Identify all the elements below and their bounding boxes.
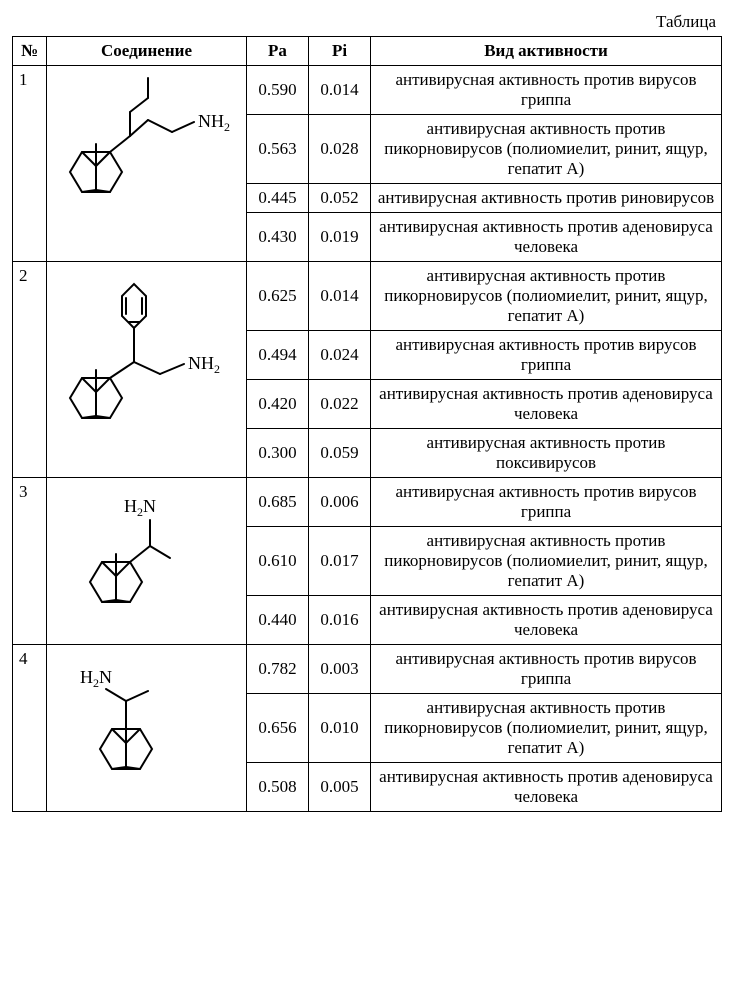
cell-num: 2 [13, 262, 47, 478]
col-pa: Pa [247, 37, 309, 66]
cell-act: антивирусная активность против вирусов г… [371, 66, 722, 115]
cell-pa: 0.610 [247, 527, 309, 596]
svg-text:NH2: NH2 [198, 111, 230, 134]
cell-pa: 0.563 [247, 115, 309, 184]
cell-act: антивирусная активность против пикорнови… [371, 694, 722, 763]
table-caption: Таблица [12, 12, 722, 36]
table-row: 4 [13, 645, 722, 694]
col-pi: Pi [309, 37, 371, 66]
cell-pa: 0.430 [247, 213, 309, 262]
cell-pi: 0.052 [309, 184, 371, 213]
cell-act: антивирусная активность против аденовиру… [371, 763, 722, 812]
cell-pa: 0.656 [247, 694, 309, 763]
cell-pi: 0.006 [309, 478, 371, 527]
cell-pi: 0.005 [309, 763, 371, 812]
cell-act: антивирусная активность против вирусов г… [371, 478, 722, 527]
cell-pi: 0.022 [309, 380, 371, 429]
cell-act: антивирусная активность против поксивиру… [371, 429, 722, 478]
cell-structure: H2N [47, 478, 247, 645]
cell-pi: 0.014 [309, 66, 371, 115]
cell-pi: 0.014 [309, 262, 371, 331]
structure-2-svg: NH2 [52, 268, 242, 438]
svg-text:NH2: NH2 [188, 353, 220, 376]
table-header-row: № Соединение Pa Pi Вид активности [13, 37, 722, 66]
cell-pa: 0.494 [247, 331, 309, 380]
cell-num: 4 [13, 645, 47, 812]
cell-pi: 0.016 [309, 596, 371, 645]
col-num: № [13, 37, 47, 66]
cell-pi: 0.019 [309, 213, 371, 262]
cell-pa: 0.300 [247, 429, 309, 478]
cell-pi: 0.010 [309, 694, 371, 763]
svg-text:H2N: H2N [80, 667, 112, 690]
cell-act: антивирусная активность против пикорнови… [371, 527, 722, 596]
cell-structure: H2N [47, 645, 247, 812]
table-row: 2 [13, 262, 722, 331]
cell-act: антивирусная активность против вирусов г… [371, 645, 722, 694]
cell-act: антивирусная активность против риновирус… [371, 184, 722, 213]
cell-pi: 0.028 [309, 115, 371, 184]
activity-table: № Соединение Pa Pi Вид активности 1 [12, 36, 722, 812]
structure-3-svg: H2N [62, 484, 232, 614]
cell-structure: NH2 [47, 262, 247, 478]
cell-pa: 0.685 [247, 478, 309, 527]
cell-pa: 0.420 [247, 380, 309, 429]
cell-num: 1 [13, 66, 47, 262]
cell-pa: 0.625 [247, 262, 309, 331]
structure-1-svg: NH2 [52, 72, 242, 222]
col-activity: Вид активности [371, 37, 722, 66]
svg-text:H2N: H2N [124, 496, 156, 519]
cell-structure: NH2 [47, 66, 247, 262]
cell-act: антивирусная активность против пикорнови… [371, 262, 722, 331]
cell-pa: 0.508 [247, 763, 309, 812]
cell-act: антивирусная активность против вирусов г… [371, 331, 722, 380]
cell-pi: 0.024 [309, 331, 371, 380]
table-row: 1 [13, 66, 722, 115]
cell-num: 3 [13, 478, 47, 645]
table-row: 3 [13, 478, 722, 527]
cell-act: антивирусная активность против аденовиру… [371, 596, 722, 645]
cell-pa: 0.440 [247, 596, 309, 645]
cell-pi: 0.017 [309, 527, 371, 596]
structure-4-svg: H2N [62, 651, 232, 781]
cell-pi: 0.059 [309, 429, 371, 478]
cell-pa: 0.782 [247, 645, 309, 694]
cell-pi: 0.003 [309, 645, 371, 694]
cell-act: антивирусная активность против аденовиру… [371, 213, 722, 262]
cell-pa: 0.445 [247, 184, 309, 213]
cell-act: антивирусная активность против аденовиру… [371, 380, 722, 429]
col-compound: Соединение [47, 37, 247, 66]
cell-act: антивирусная активность против пикорнови… [371, 115, 722, 184]
cell-pa: 0.590 [247, 66, 309, 115]
